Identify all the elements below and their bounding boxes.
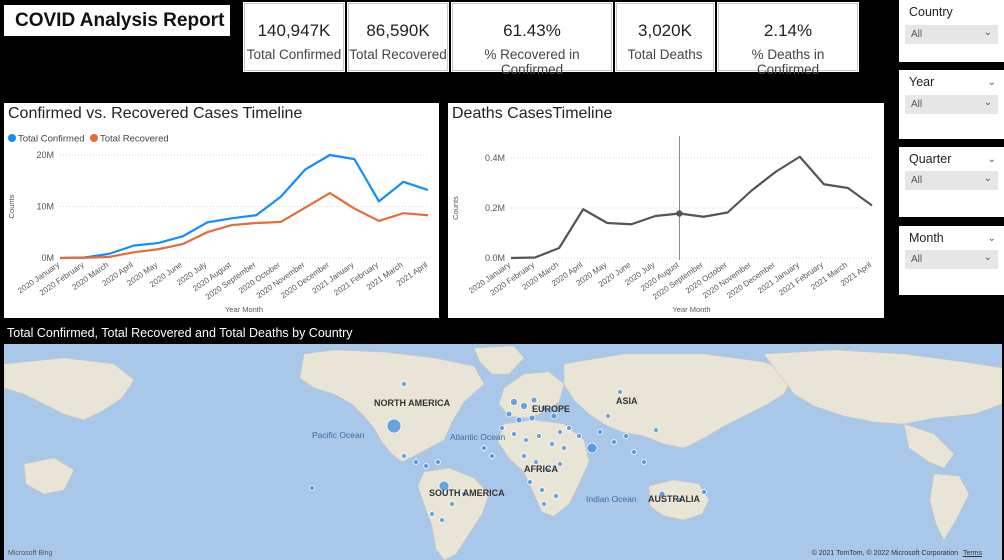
australia-left-land — [23, 457, 75, 495]
chevron-down-icon: ⌄ — [983, 27, 992, 38]
map-label: Atlantic Ocean — [450, 432, 506, 442]
y-tick-label: 0.2M — [485, 203, 505, 213]
bing-logo: Microsoft Bing — [8, 550, 53, 557]
slicer-title: Year — [909, 75, 935, 89]
y-axis-label: Counts — [7, 194, 16, 218]
y-tick-label: 0M — [41, 253, 54, 263]
legend-label: Total Recovered — [100, 134, 169, 145]
quarter-dropdown[interactable]: All ⌄ — [905, 171, 998, 190]
report-title-box: COVID Analysis Report — [4, 5, 230, 36]
slicer-quarter[interactable]: Quarter ⌄ All ⌄ — [899, 147, 1004, 217]
map-label: AUSTRALIA — [648, 494, 700, 504]
kpi-value: 3,020K — [638, 21, 692, 40]
world-map[interactable]: NORTH AMERICA SOUTH AMERICA EUROPE ASIA … — [4, 344, 1002, 560]
slicer-title: Country — [909, 5, 953, 19]
kpi-value: 86,590K — [366, 21, 430, 40]
map-labels: NORTH AMERICA SOUTH AMERICA EUROPE ASIA … — [312, 396, 700, 504]
kpi-label: % Recovered in Confirmed — [484, 47, 580, 77]
dropdown-value: All — [911, 99, 923, 110]
x-axis-label: Year Month — [225, 305, 263, 314]
chart-title: Deaths CasesTimeline — [452, 105, 613, 122]
map-label: NORTH AMERICA — [374, 398, 451, 408]
east-europe-right-land — [763, 349, 1002, 425]
y-tick-label: 0.0M — [485, 253, 505, 263]
deaths-chart-panel[interactable]: Deaths CasesTimeline 0.0M 0.2M 0.4M Counts 2… — [448, 103, 884, 318]
map-label: Indian Ocean — [586, 494, 637, 504]
south-america-land — [417, 467, 490, 560]
kpi-label: % Deaths in Confirmed — [751, 47, 825, 77]
y-tick-label: 20M — [36, 150, 54, 160]
slicer-title: Quarter — [909, 152, 952, 166]
confirmed-recovered-chart-panel[interactable]: Confirmed vs. Recovered Cases Timeline 0… — [4, 103, 439, 318]
country-dropdown[interactable]: All ⌄ — [905, 25, 998, 44]
land-masses — [4, 345, 1002, 560]
slicer-month[interactable]: Month ⌄ All ⌄ — [899, 226, 1004, 295]
dropdown-value: All — [911, 175, 923, 186]
kpi-value: 2.14% — [763, 21, 813, 40]
y-tick-label: 10M — [36, 202, 54, 212]
map-label: ASIA — [616, 396, 638, 406]
legend-marker — [90, 134, 98, 142]
slicer-country[interactable]: Country All ⌄ — [899, 0, 1004, 62]
kpi-value: 61.43% — [503, 21, 561, 40]
kpi-label: Total Recovered — [349, 47, 447, 62]
dropdown-value: All — [911, 29, 923, 40]
dropdown-value: All — [911, 254, 923, 265]
year-dropdown[interactable]: All ⌄ — [905, 95, 998, 114]
kpi-total-confirmed[interactable]: 140,947K Total Confirmed — [244, 3, 344, 71]
asia-land — [563, 353, 795, 449]
greenland-land — [473, 345, 525, 375]
kpi-label: Total Deaths — [627, 47, 703, 62]
kpi-total-recovered[interactable]: 86,590K Total Recovered — [348, 3, 448, 71]
chevron-down-icon: ⌄ — [983, 173, 992, 184]
kpi-percent-deaths[interactable]: 2.14% % Deaths in Confirmed — [718, 3, 858, 77]
map-label: Pacific Ocean — [312, 430, 365, 440]
chevron-down-icon[interactable]: ⌄ — [987, 77, 996, 88]
kpi-label: Total Confirmed — [246, 47, 342, 62]
x-axis-label: Year Month — [672, 305, 710, 314]
kpi-percent-recovered[interactable]: 61.43% % Recovered in Confirmed — [452, 3, 612, 77]
na-right-land — [903, 423, 955, 469]
west-asia-left-land — [4, 357, 135, 421]
country-bubbles[interactable] — [309, 381, 707, 523]
country-map[interactable]: NORTH AMERICA SOUTH AMERICA EUROPE ASIA … — [4, 344, 1002, 560]
series-line-0 — [510, 155, 873, 260]
chevron-down-icon: ⌄ — [983, 252, 992, 263]
map-label: SOUTH AMERICA — [429, 488, 505, 498]
chevron-down-icon[interactable]: ⌄ — [987, 154, 996, 165]
y-tick-label: 0.4M — [485, 153, 505, 163]
chevron-down-icon[interactable]: ⌄ — [987, 233, 996, 244]
legend-marker — [8, 134, 16, 142]
europe-land — [498, 371, 565, 419]
terms-link[interactable]: Terms — [962, 550, 982, 557]
chart-title: Confirmed vs. Recovered Cases Timeline — [8, 105, 303, 122]
y-axis-label: Counts — [451, 196, 460, 220]
report-title: COVID Analysis Report — [15, 10, 225, 31]
series-line-0 — [59, 153, 429, 260]
sa-right-land — [929, 473, 970, 541]
chevron-down-icon: ⌄ — [983, 97, 992, 108]
legend-label: Total Confirmed — [18, 134, 85, 145]
slicer-title: Month — [909, 231, 944, 245]
map-label: AFRICA — [524, 464, 558, 474]
north-america-land — [299, 349, 485, 463]
slicer-year[interactable]: Year ⌄ All ⌄ — [899, 70, 1004, 139]
map-attribution: © 2021 TomTom, © 2022 Microsoft Corporat… — [811, 550, 958, 557]
map-title: Total Confirmed, Total Recovered and Tot… — [7, 326, 353, 340]
kpi-value: 140,947K — [257, 21, 331, 40]
highlight-point — [676, 210, 683, 217]
map-label: EUROPE — [532, 404, 570, 414]
kpi-total-deaths[interactable]: 3,020K Total Deaths — [616, 3, 714, 71]
month-dropdown[interactable]: All ⌄ — [905, 250, 998, 269]
series-line-1 — [59, 192, 429, 260]
